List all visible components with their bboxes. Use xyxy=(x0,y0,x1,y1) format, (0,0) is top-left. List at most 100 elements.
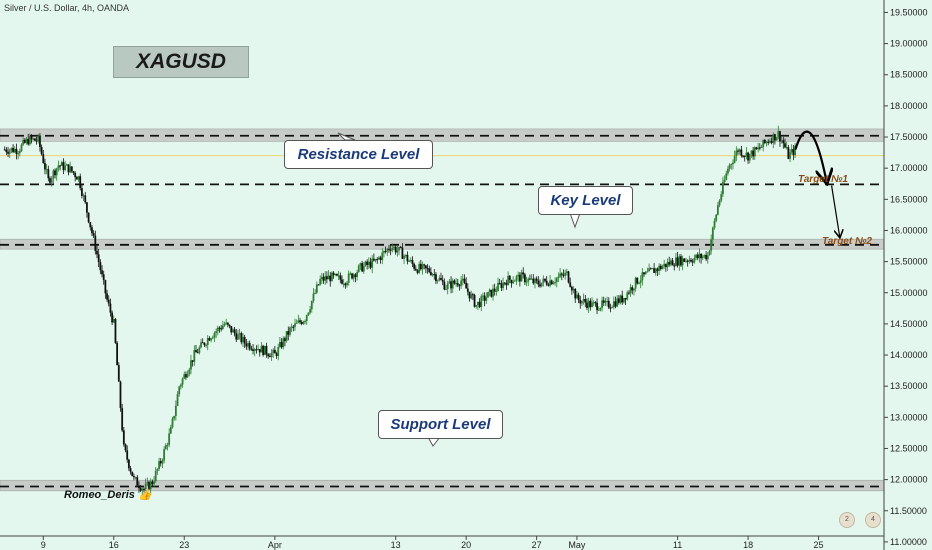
candle-body xyxy=(200,342,202,348)
projection-arrow-2 xyxy=(831,185,840,237)
candle-body xyxy=(784,143,786,148)
candle-body xyxy=(389,249,392,251)
candle-body xyxy=(393,246,395,249)
candle-body xyxy=(151,481,154,485)
candle-body xyxy=(530,278,533,280)
candle-body xyxy=(322,276,325,281)
candle-body xyxy=(547,284,550,286)
candle-body xyxy=(82,195,85,197)
time-tick-label: 13 xyxy=(391,540,401,550)
candle-body xyxy=(164,445,167,450)
candle-body xyxy=(104,280,107,294)
candle-body xyxy=(218,327,221,329)
candle-body xyxy=(17,153,20,155)
candle-body xyxy=(77,176,80,180)
candle-body xyxy=(527,278,530,282)
candle-body xyxy=(149,481,152,490)
candle-body xyxy=(221,325,224,330)
candle-body xyxy=(35,140,38,142)
candle-body xyxy=(178,386,181,395)
candle-body xyxy=(106,293,108,300)
candle-body xyxy=(512,281,515,284)
support-level-label: Support Level xyxy=(378,410,503,439)
time-tick-label: 23 xyxy=(179,540,189,550)
candle-body xyxy=(12,147,14,153)
candle-body xyxy=(517,274,520,277)
candle-body xyxy=(166,444,169,446)
candle-body xyxy=(572,289,575,291)
candle-body xyxy=(282,338,285,348)
candle-body xyxy=(671,260,674,266)
candle-body xyxy=(606,300,609,302)
candle-body xyxy=(369,261,372,268)
candle-body xyxy=(436,280,439,282)
price-tick-label: 12.00000 xyxy=(890,475,928,485)
candle-body xyxy=(473,295,476,307)
candle-body xyxy=(319,278,322,285)
time-tick-label: 27 xyxy=(532,540,542,550)
candle-body xyxy=(518,274,521,282)
candle-body xyxy=(238,333,241,335)
candle-body xyxy=(290,326,293,328)
candle-body xyxy=(267,354,270,357)
candle-body xyxy=(658,265,661,271)
candle-body xyxy=(89,222,92,228)
candle-body xyxy=(356,272,358,277)
idea-badge-icon[interactable]: 2 xyxy=(839,512,855,528)
candle-body xyxy=(500,283,503,288)
candle-body xyxy=(414,268,417,271)
candle-body xyxy=(399,246,402,248)
candle-body xyxy=(743,155,746,157)
candle-body xyxy=(646,271,649,273)
candle-body xyxy=(626,292,629,300)
candle-body xyxy=(357,265,360,273)
candle-body xyxy=(317,284,320,286)
candle-body xyxy=(57,165,60,169)
candle-body xyxy=(44,163,46,170)
candle-body xyxy=(309,309,312,313)
candle-body xyxy=(560,273,563,275)
candle-body xyxy=(8,150,11,154)
candle-body xyxy=(242,336,244,343)
candle-body xyxy=(549,280,551,286)
candle-body xyxy=(69,166,72,173)
author-signature: Romeo_Deris 👍 xyxy=(64,488,152,501)
candle-body xyxy=(545,280,548,285)
candle-body xyxy=(386,248,389,252)
price-tick-label: 18.50000 xyxy=(890,70,928,80)
candle-body xyxy=(372,258,375,261)
price-tick-label: 17.00000 xyxy=(890,163,928,173)
candle-body xyxy=(174,405,177,416)
projection-arrow-1 xyxy=(794,130,826,182)
candle-body xyxy=(391,248,394,251)
idea-badge-icon[interactable]: 4 xyxy=(865,512,881,528)
candle-body xyxy=(490,289,493,297)
candle-body xyxy=(107,299,110,304)
candle-body xyxy=(701,256,704,259)
candle-body xyxy=(460,280,463,286)
candle-body xyxy=(285,331,288,341)
candle-body xyxy=(91,227,93,234)
candle-body xyxy=(594,302,597,304)
candle-body xyxy=(185,374,187,378)
candle-body xyxy=(730,164,733,166)
candle-body xyxy=(488,289,491,293)
candle-body xyxy=(292,326,295,328)
candle-body xyxy=(401,247,404,259)
candle-body xyxy=(569,282,572,287)
candle-body xyxy=(700,253,702,259)
candle-body xyxy=(314,292,317,294)
candle-body xyxy=(300,322,303,324)
candle-body xyxy=(79,176,82,189)
candle-body xyxy=(342,283,345,285)
price-tick-label: 16.50000 xyxy=(890,194,928,204)
candle-body xyxy=(344,283,347,286)
candle-body xyxy=(351,273,353,279)
candle-body xyxy=(601,300,603,308)
price-tick-label: 15.50000 xyxy=(890,257,928,267)
candle-body xyxy=(65,164,68,166)
candle-body xyxy=(602,300,605,303)
candle-body xyxy=(470,294,473,299)
candle-body xyxy=(753,147,756,157)
